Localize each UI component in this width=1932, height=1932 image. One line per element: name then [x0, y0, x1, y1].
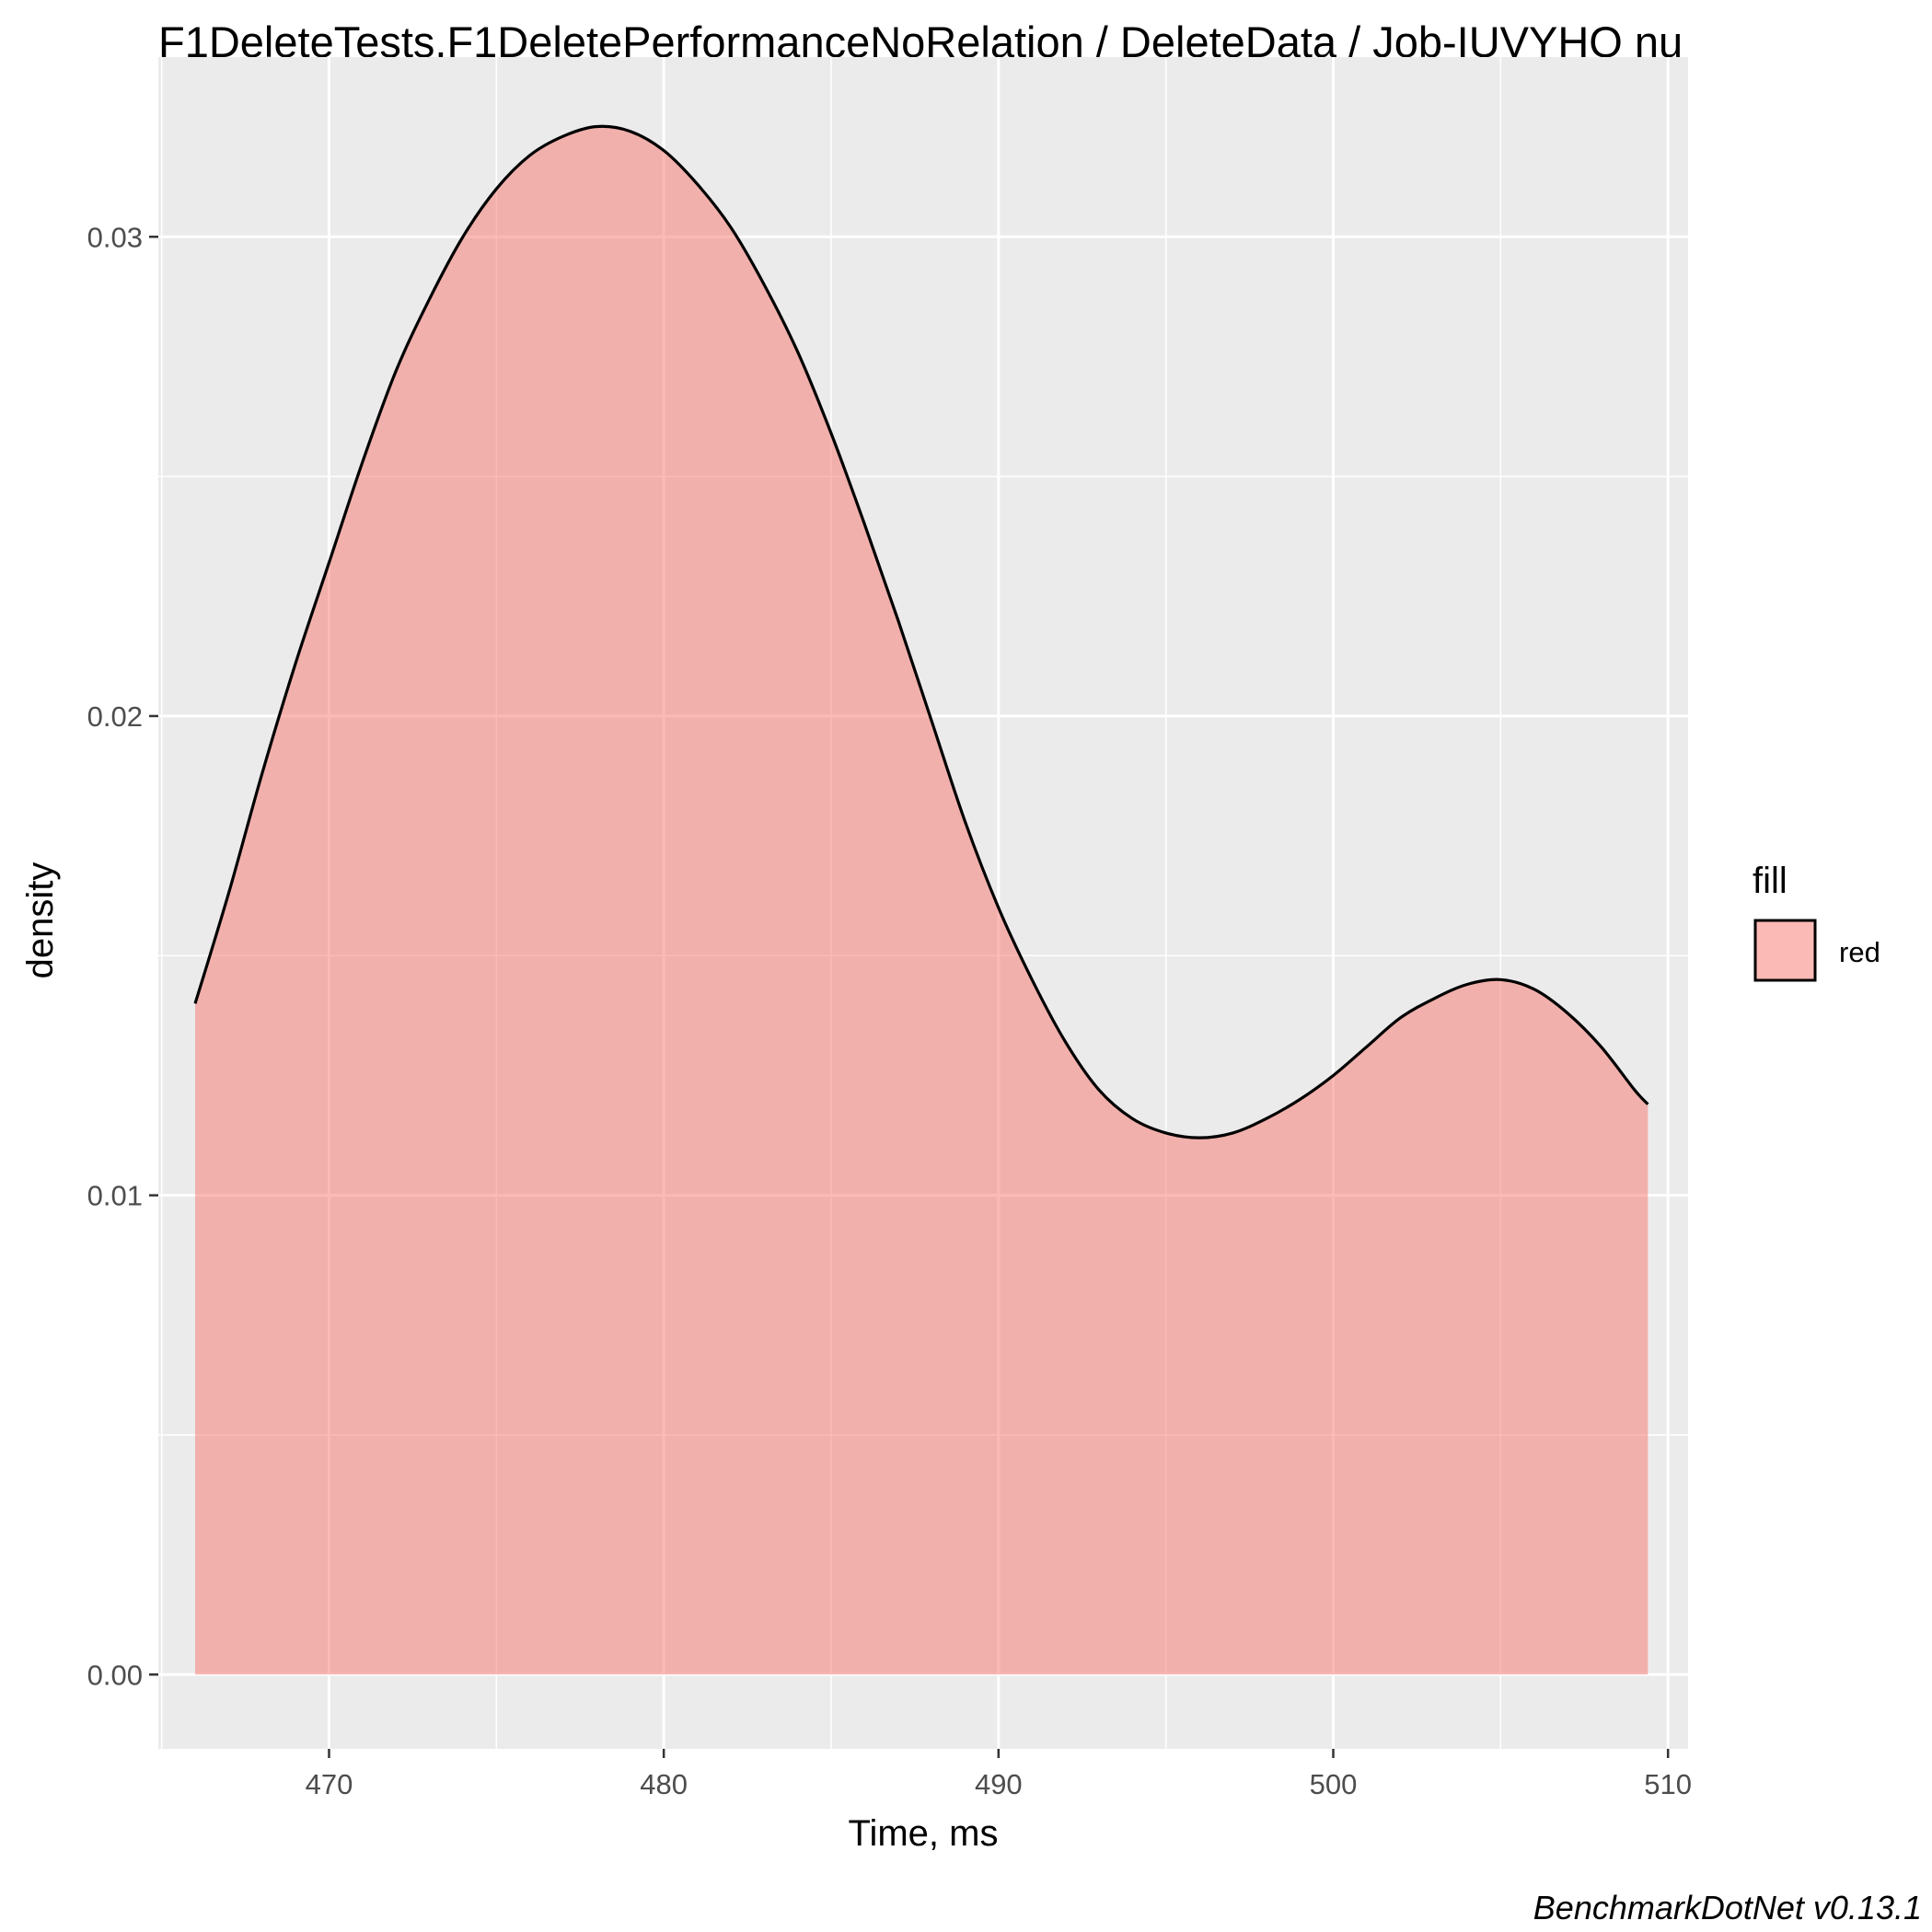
density-area: [195, 126, 1649, 1675]
legend: fill red: [1753, 861, 1880, 982]
legend-label-red: red: [1839, 936, 1880, 968]
x-axis: 470 480 490 500 510: [306, 1749, 1692, 1800]
x-tick-label: 480: [640, 1768, 688, 1800]
y-tick-label: 0.03: [87, 221, 143, 253]
legend-key-red: [1753, 919, 1817, 982]
y-tick-label: 0.00: [87, 1659, 143, 1691]
y-tick-label: 0.02: [87, 700, 143, 733]
caption: BenchmarkDotNet v0.13.1: [1533, 1889, 1922, 1926]
x-axis-title: Time, ms: [849, 1813, 999, 1854]
x-tick-label: 470: [306, 1768, 353, 1800]
x-tick-label: 510: [1644, 1768, 1692, 1800]
y-axis: 0.00 0.01 0.02 0.03: [87, 221, 158, 1691]
legend-title: fill: [1753, 861, 1787, 901]
density-marks: [193, 124, 1649, 1675]
y-axis-title: density: [20, 862, 61, 979]
x-tick-label: 490: [975, 1768, 1023, 1800]
density-line: [193, 124, 1649, 1140]
x-tick-label: 500: [1310, 1768, 1358, 1800]
y-tick-label: 0.01: [87, 1180, 143, 1212]
